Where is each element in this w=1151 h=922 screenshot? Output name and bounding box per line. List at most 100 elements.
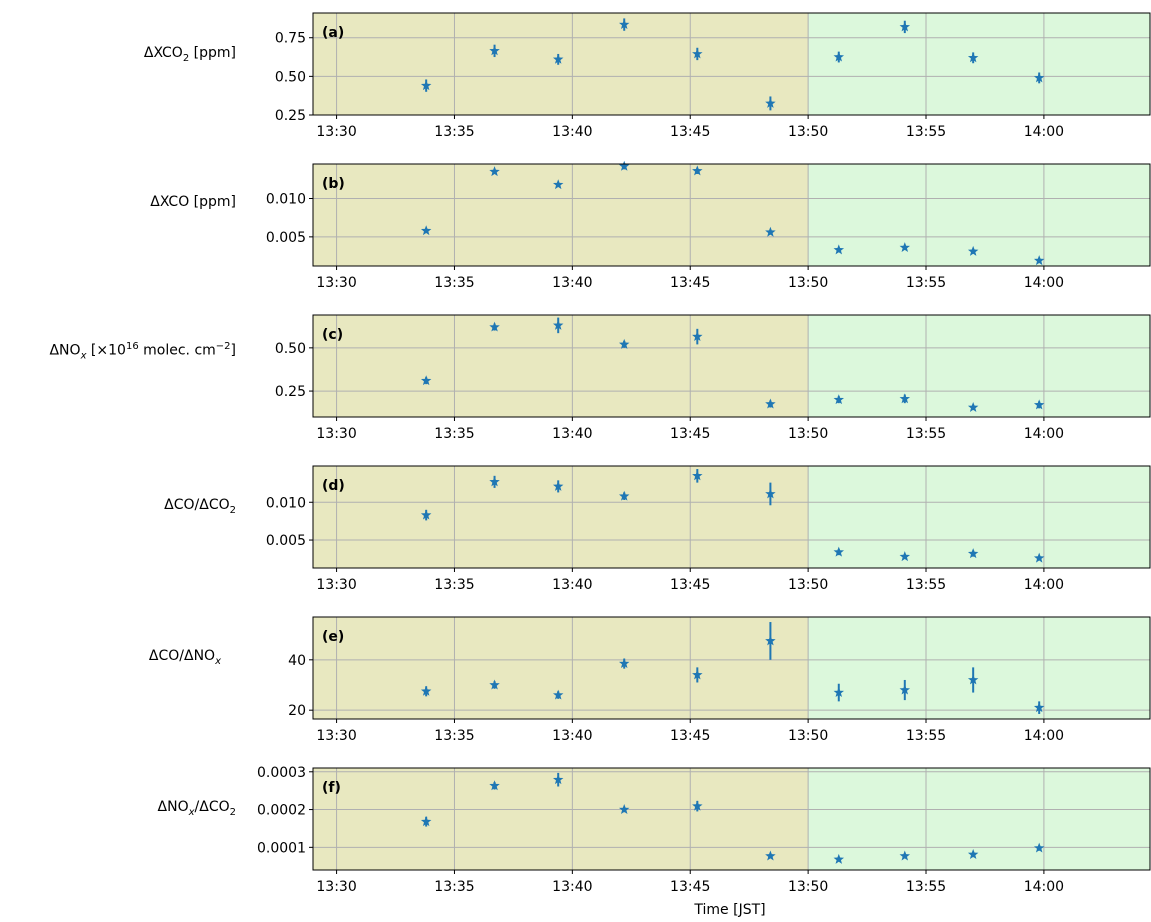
x-tick-label: 13:55	[906, 124, 946, 140]
y-axis-label-d: ΔCO/ΔCO2	[164, 497, 236, 516]
y-tick-label: 0.25	[275, 384, 306, 400]
y-tick-label: 0.50	[275, 341, 306, 357]
x-tick-label: 13:30	[316, 124, 356, 140]
data-point	[765, 635, 776, 646]
data-point	[692, 470, 703, 481]
data-point	[765, 850, 776, 861]
x-axis-title: Time [JST]	[694, 902, 766, 918]
data-point	[833, 394, 845, 405]
plot-frame	[312, 465, 1151, 569]
shaded-region-2	[808, 13, 1150, 115]
x-tick-label: 13:35	[434, 124, 474, 140]
panel-d: 0.005 0.010 13:30 13:35 13:40 13:45 13:50 13:55…	[266, 465, 1151, 593]
shaded-region-1	[313, 315, 809, 417]
x-tick-label: 13:50	[788, 728, 828, 744]
plot-frame	[312, 767, 1151, 871]
panel-label: (c)	[322, 327, 343, 343]
data-point	[967, 674, 979, 685]
data-point	[1033, 842, 1045, 853]
data-point	[833, 853, 845, 864]
data-point	[618, 19, 630, 30]
panel-c: 0.25 0.50 13:30 13:35 13:40 13:45 13:50 13:55 14…	[275, 314, 1151, 442]
data-point	[899, 551, 911, 562]
shaded-region-1	[313, 617, 809, 719]
x-tick-label: 13:45	[670, 426, 710, 442]
x-tick-label: 14:00	[1024, 124, 1064, 140]
data-point	[967, 245, 979, 256]
x-tick-label: 14:00	[1024, 426, 1064, 442]
data-point	[692, 800, 703, 811]
data-point	[420, 375, 432, 386]
x-tick-label: 13:40	[552, 124, 592, 140]
x-tick-label: 13:35	[434, 577, 474, 593]
panel-label: (d)	[322, 478, 345, 494]
data-point	[420, 816, 432, 827]
data-point	[899, 684, 911, 695]
x-tick-label: 13:30	[316, 577, 356, 593]
y-axis-label-f: ΔNOx/ΔCO2	[157, 799, 236, 818]
data-point	[489, 321, 500, 332]
data-point	[765, 398, 776, 409]
data-point	[552, 319, 564, 330]
data-point	[489, 166, 500, 177]
data-point	[899, 242, 911, 253]
x-tick-label: 13:50	[788, 275, 828, 291]
panel-a: 0.25 0.50 0.75 13:30 13:35 13:40 13:45 13:50 13:…	[275, 12, 1151, 140]
data-point	[1033, 72, 1045, 83]
x-tick-label: 13:45	[670, 275, 710, 291]
x-tick-label: 14:00	[1024, 728, 1064, 744]
data-point	[833, 51, 845, 62]
y-tick-label: 0.50	[275, 69, 306, 85]
y-tick-label: 0.010	[266, 192, 306, 208]
y-tick-label: 20	[288, 703, 306, 719]
shaded-region-1	[313, 768, 809, 870]
data-point	[618, 490, 630, 501]
data-point	[692, 331, 703, 342]
y-tick-label: 0.0003	[257, 765, 306, 781]
panel-label: (a)	[322, 25, 344, 41]
y-axis-label-e: ΔCO/ΔNOx	[148, 648, 221, 667]
y-tick-label: 0.005	[266, 533, 306, 549]
data-point	[1033, 552, 1045, 563]
x-tick-label: 13:45	[670, 879, 710, 895]
data-point	[833, 244, 845, 255]
x-tick-label: 13:40	[552, 275, 592, 291]
y-tick-label: 0.005	[266, 230, 306, 246]
shaded-region-2	[808, 768, 1150, 870]
x-tick-label: 14:00	[1024, 275, 1064, 291]
data-point	[489, 780, 500, 791]
data-point	[833, 687, 845, 698]
plot-frame	[312, 12, 1151, 116]
shaded-region-2	[808, 617, 1150, 719]
data-point	[552, 774, 564, 785]
x-tick-label: 13:40	[552, 426, 592, 442]
x-tick-label: 13:55	[906, 275, 946, 291]
data-point	[618, 160, 630, 171]
x-tick-label: 13:40	[552, 879, 592, 895]
data-point	[552, 53, 564, 64]
data-point	[489, 476, 500, 487]
x-tick-label: 13:30	[316, 426, 356, 442]
data-point	[833, 546, 845, 557]
data-point	[1033, 399, 1045, 410]
x-tick-label: 13:50	[788, 124, 828, 140]
x-tick-label: 13:35	[434, 426, 474, 442]
panel-label: (f)	[322, 780, 341, 796]
shaded-region-1	[313, 164, 809, 266]
plot-frame	[312, 163, 1151, 267]
data-point	[489, 679, 500, 690]
y-axis-label-c: ΔNOx [×1016 molec. cm−2]	[49, 341, 236, 362]
x-tick-label: 13:35	[434, 275, 474, 291]
data-point	[489, 45, 500, 56]
y-tick-label: 40	[288, 653, 306, 669]
shaded-region-1	[313, 13, 809, 115]
y-axis-label-a: ΔXCO2 [ppm]	[143, 45, 236, 64]
plot-frame	[312, 314, 1151, 418]
y-tick-label: 0.0002	[257, 803, 306, 819]
shaded-region-2	[808, 315, 1150, 417]
panel-label: (e)	[322, 629, 344, 645]
data-point	[552, 689, 564, 700]
x-tick-label: 13:50	[788, 577, 828, 593]
shaded-region-1	[313, 466, 809, 568]
